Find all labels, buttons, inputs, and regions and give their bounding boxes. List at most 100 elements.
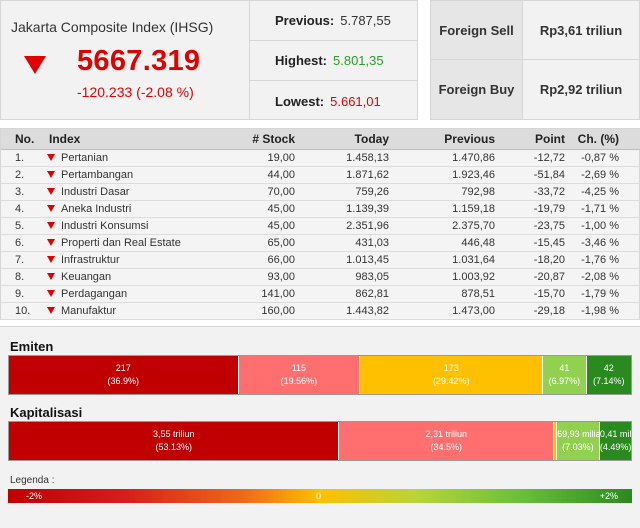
row-index-name: Manufaktur <box>47 302 235 320</box>
legend-title: Legenda : <box>10 475 55 486</box>
down-triangle-icon <box>47 290 55 298</box>
legend-gradient: -2% 0 +2% <box>8 489 632 503</box>
row-change: -1,98 % <box>565 302 640 320</box>
row-today: 2.351,96 <box>295 217 389 235</box>
row-change: -0,87 % <box>565 149 640 167</box>
segment-percent: (34.5%) <box>430 442 462 452</box>
segment-percent: (19.56%) <box>280 376 318 386</box>
emiten-title: Emiten <box>10 339 54 354</box>
table-row: 1. Pertanian 19,00 1.458,13 1.470,86 -12,72 -0… <box>1 149 640 167</box>
kapitalisasi-segment: 2,31 triliun (34.5%) <box>339 422 555 460</box>
sector-table-panel: No. Index # Stock Today Previous Point C… <box>0 128 640 320</box>
row-today: 983,05 <box>295 268 389 286</box>
row-stock: 93,00 <box>235 268 295 286</box>
stat-label: Previous: <box>275 13 335 28</box>
stat-value: 5.661,01 <box>330 93 381 109</box>
legend-min: -2% <box>26 491 43 501</box>
index-name-label: Properti dan Real Estate <box>61 236 181 249</box>
row-previous: 1.470,86 <box>389 149 495 167</box>
row-change: -2,08 % <box>565 268 640 286</box>
segment-percent: (6.97%) <box>548 376 581 386</box>
row-change: -1,00 % <box>565 217 640 235</box>
row-today: 1.458,13 <box>295 149 389 167</box>
down-triangle-icon <box>47 171 55 179</box>
index-name-label: Keuangan <box>61 270 112 283</box>
row-change: -3,46 % <box>565 234 640 252</box>
index-title: Jakarta Composite Index (IHSG) <box>11 19 214 35</box>
row-stock: 141,00 <box>235 285 295 303</box>
segment-value: 173 <box>443 363 459 373</box>
segment-value: 469,93 miliar <box>557 429 601 439</box>
col-index: Index <box>47 129 235 150</box>
index-stats: Previous: 5.787,55 Highest: 5.801,35 Low… <box>250 0 418 120</box>
down-triangle-icon <box>47 307 55 315</box>
col-stock: # Stock <box>235 129 295 150</box>
down-triangle-icon <box>47 188 55 196</box>
table-row: 7. Infrastruktur 66,00 1.013,45 1.031,64 -18,… <box>1 251 640 269</box>
row-index-name: Pertanian <box>47 149 235 167</box>
row-point: -19,79 <box>495 200 565 218</box>
down-arrow-icon <box>24 56 46 74</box>
segment-value: 3,55 triliun <box>152 429 195 439</box>
row-point: -33,72 <box>495 183 565 201</box>
row-point: -18,20 <box>495 251 565 269</box>
segment-value: 300,41 miliar <box>600 429 631 439</box>
stat-previous: Previous: 5.787,55 <box>250 1 417 41</box>
emiten-segment: 173 (29.42%) <box>360 356 544 394</box>
row-index-name: Industri Konsumsi <box>47 217 235 235</box>
row-stock: 65,00 <box>235 234 295 252</box>
row-no: 10. <box>1 302 47 320</box>
row-point: -23,75 <box>495 217 565 235</box>
index-name-label: Perdagangan <box>61 287 128 300</box>
kapitalisasi-title: Kapitalisasi <box>10 405 83 420</box>
foreign-sell-label: Foreign Sell <box>431 1 523 59</box>
down-triangle-icon <box>47 256 55 264</box>
row-stock: 70,00 <box>235 183 295 201</box>
distribution-panel: Emiten 217 (36.9%) 115 (19.56%) 173 (29.42%) 4… <box>0 326 640 528</box>
table-row: 4. Aneka Industri 45,00 1.139,39 1.159,18 -19… <box>1 200 640 218</box>
foreign-buy-value: Rp2,92 triliun <box>539 82 623 97</box>
table-row: 3. Industri Dasar 70,00 759,26 792,98 -33,72-… <box>1 183 640 201</box>
stat-value: 5.787,55 <box>340 13 391 28</box>
segment-value: 41 <box>559 363 570 373</box>
row-point: -29,18 <box>495 302 565 320</box>
row-no: 6. <box>1 234 47 252</box>
index-name-label: Manufaktur <box>61 304 117 317</box>
down-triangle-icon <box>47 273 55 281</box>
emiten-segment: 41 (6.97%) <box>543 356 587 394</box>
row-today: 862,81 <box>295 285 389 303</box>
table-header-row: No. Index # Stock Today Previous Point C… <box>1 129 640 150</box>
row-no: 3. <box>1 183 47 201</box>
col-no: No. <box>1 129 47 150</box>
col-point: Point <box>495 129 565 150</box>
foreign-flow: Foreign Sell Rp3,61 triliun Foreign Buy … <box>430 0 640 120</box>
row-previous: 1.159,18 <box>389 200 495 218</box>
row-previous: 1.031,64 <box>389 251 495 269</box>
row-change: -2,69 % <box>565 166 640 184</box>
stat-highest: Highest: 5.801,35 <box>250 41 417 81</box>
row-index-name: Properti dan Real Estate <box>47 234 235 252</box>
segment-value: 217 <box>115 363 131 373</box>
table-row: 9. Perdagangan 141,00 862,81 878,51 -15,70 -1,… <box>1 285 640 303</box>
kapitalisasi-segment <box>554 422 557 460</box>
index-name-label: Industri Dasar <box>61 185 130 198</box>
foreign-sell-row: Foreign Sell Rp3,61 triliun <box>431 1 639 60</box>
row-stock: 19,00 <box>235 149 295 167</box>
market-summary: Jakarta Composite Index (IHSG) 5667.319 … <box>0 0 640 120</box>
table-row: 10. Manufaktur 160,00 1.443,82 1.473,00 -29,1… <box>1 302 640 320</box>
down-triangle-icon <box>47 205 55 213</box>
row-point: -20,87 <box>495 268 565 286</box>
row-index-name: Aneka Industri <box>47 200 235 218</box>
emiten-segment: 217 (36.9%) <box>9 356 239 394</box>
row-previous: 2.375,70 <box>389 217 495 235</box>
segment-percent: (7.03%) <box>562 442 594 452</box>
row-no: 4. <box>1 200 47 218</box>
row-stock: 66,00 <box>235 251 295 269</box>
index-name-label: Industri Konsumsi <box>61 219 149 232</box>
row-no: 2. <box>1 166 47 184</box>
segment-value: 42 <box>603 363 614 373</box>
table-row: 5. Industri Konsumsi 45,00 2.351,96 2.375,70… <box>1 217 640 235</box>
segment-value: 115 <box>291 363 307 373</box>
index-name-label: Infrastruktur <box>61 253 120 266</box>
row-previous: 878,51 <box>389 285 495 303</box>
